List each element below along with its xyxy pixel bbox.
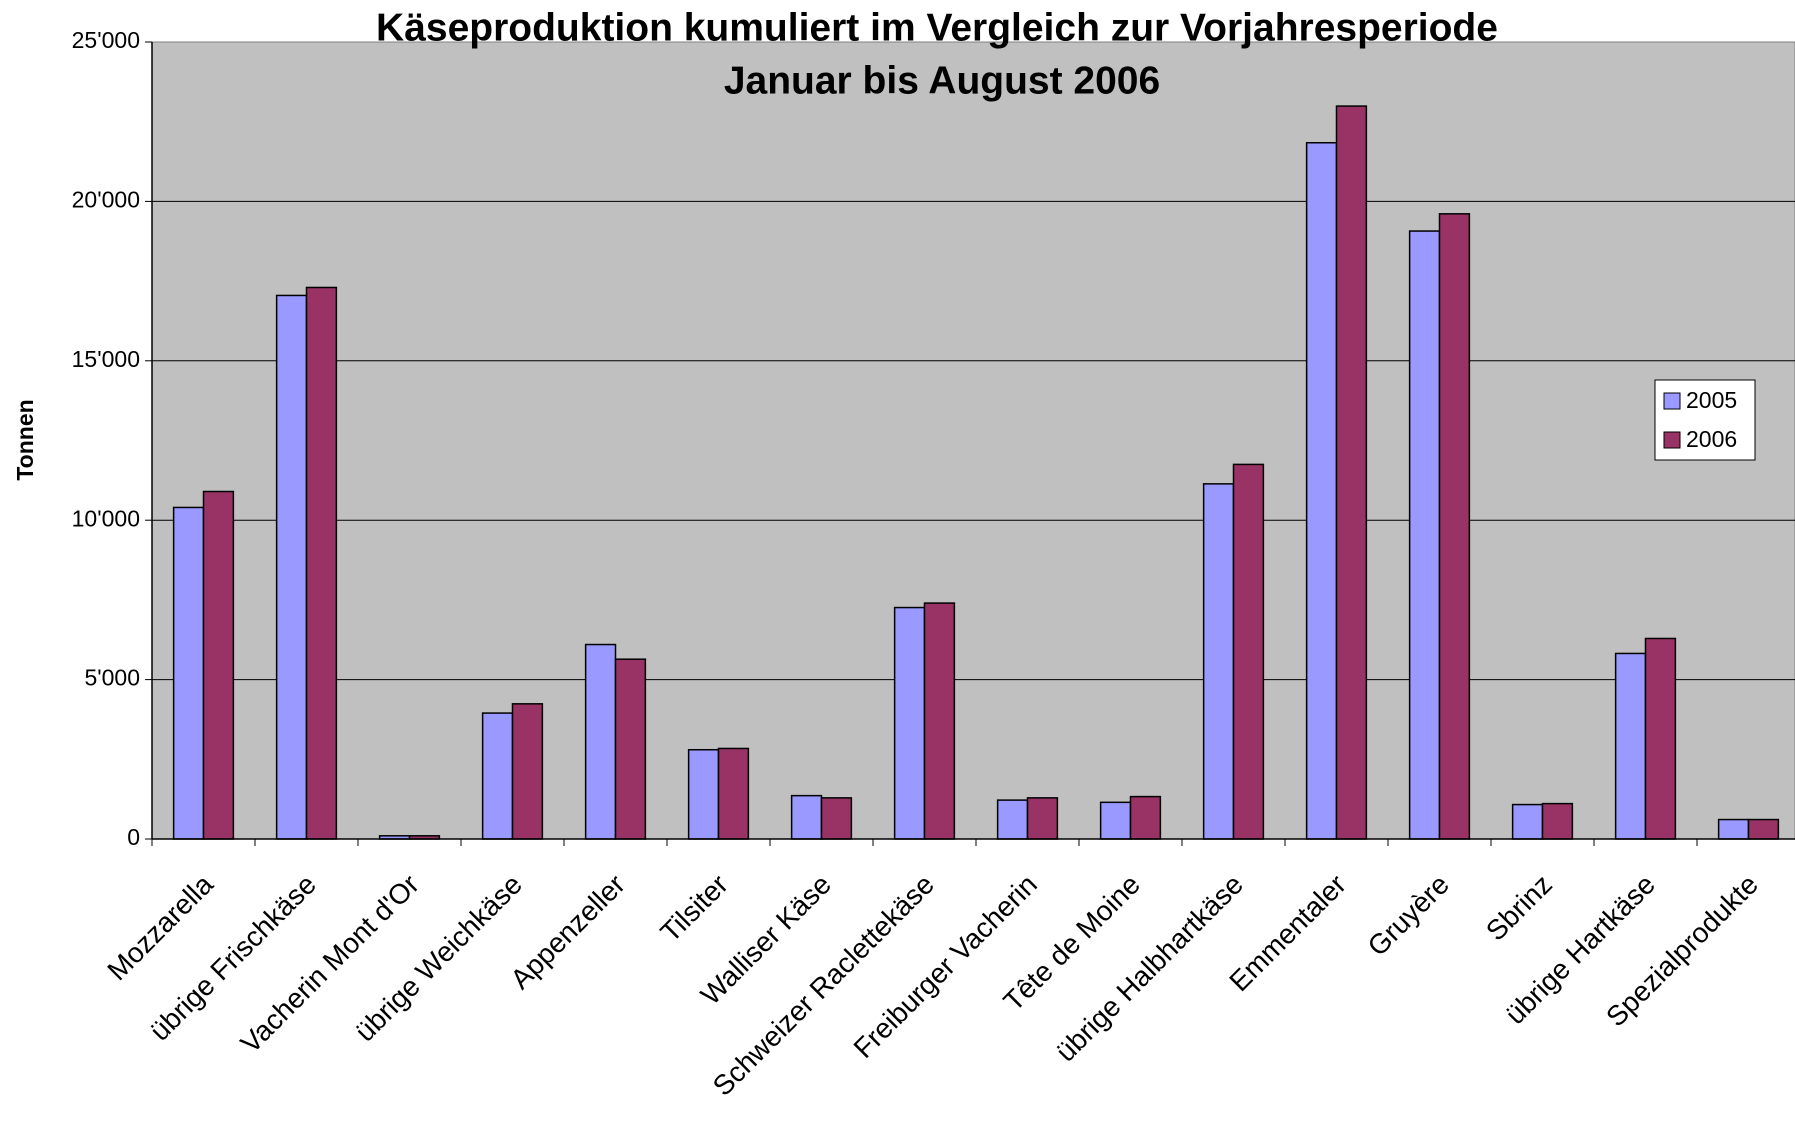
x-tick-label: Tilsiter	[654, 869, 733, 948]
y-tick-label: 20'000	[72, 186, 140, 212]
bar	[275, 294, 308, 840]
legend-label: 2005	[1686, 387, 1737, 413]
y-axis-title: Tonnen	[12, 399, 38, 480]
bar	[1232, 463, 1265, 840]
bar	[305, 286, 338, 840]
bar	[790, 794, 823, 840]
plot-area	[151, 41, 1795, 840]
bar	[172, 506, 205, 840]
bar	[1305, 141, 1338, 840]
bar	[996, 799, 1029, 840]
legend-label: 2006	[1686, 426, 1737, 452]
legend-swatch	[1663, 392, 1681, 410]
bar	[481, 712, 514, 840]
bar	[1644, 637, 1677, 840]
chart-subtitle: Januar bis August 2006	[724, 59, 1160, 102]
bar	[1747, 818, 1780, 840]
legend-swatch	[1663, 431, 1681, 449]
bar	[820, 797, 853, 840]
bar	[1129, 795, 1162, 840]
bar	[584, 643, 617, 840]
bar	[687, 748, 720, 840]
bar	[1099, 801, 1132, 840]
x-tick-label: Gruyère	[1362, 869, 1455, 962]
bar	[202, 490, 235, 840]
y-tick-label: 5'000	[84, 665, 140, 691]
bar	[1438, 213, 1471, 840]
x-tick-label: übrige Halbhartkäse	[1050, 869, 1249, 1068]
bar	[1511, 803, 1544, 840]
chart-title: Käseproduktion kumuliert im Vergleich zu…	[376, 6, 1498, 49]
bar	[1408, 230, 1441, 840]
bar	[614, 658, 647, 840]
bar	[1202, 483, 1235, 840]
bar	[717, 747, 750, 840]
bar	[1335, 105, 1368, 840]
bar	[1026, 797, 1059, 840]
x-tick-label: Freiburger Vacherin	[848, 869, 1043, 1064]
y-tick-label: 10'000	[72, 505, 140, 531]
y-tick-label: 15'000	[72, 346, 140, 372]
y-tick-label: 0	[127, 824, 140, 850]
bar	[1614, 652, 1647, 840]
bar	[511, 703, 544, 840]
bar	[1717, 818, 1750, 840]
x-tick-label: Sbrinz	[1480, 869, 1558, 947]
bar	[893, 606, 926, 840]
x-tick-label: Vacherin Mont d'Or	[235, 869, 425, 1059]
y-tick-label: 25'000	[72, 27, 140, 53]
bar	[1541, 802, 1574, 840]
bar	[923, 602, 956, 840]
